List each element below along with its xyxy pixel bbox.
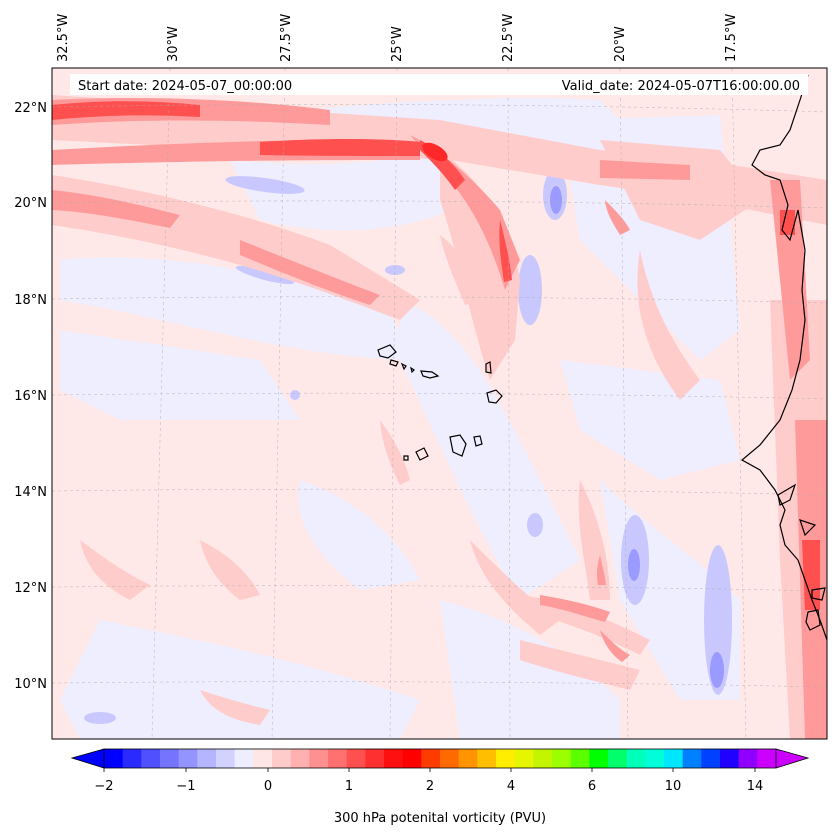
map-frame <box>51 67 828 740</box>
colorbar-tick-label: −2 <box>94 779 113 794</box>
valid-date-label: Valid_date: 2024-05-07T16:00:00.00 <box>562 79 800 94</box>
colorbar-cell <box>328 749 348 768</box>
colorbar-cell <box>458 749 478 768</box>
colorbar-cell <box>477 749 497 768</box>
lat-label: 18°N <box>14 293 47 308</box>
colorbar-frame <box>103 748 777 769</box>
colorbar-cell <box>570 749 590 768</box>
colorbar-tick-label: 4 <box>507 779 515 794</box>
colorbar-cell <box>552 749 572 768</box>
colorbar-left-outline <box>70 748 105 769</box>
colorbar-cell <box>160 749 180 768</box>
colorbar-cell <box>141 749 161 768</box>
colorbar-max-extend <box>776 749 808 768</box>
colorbar-tick-label: 0 <box>264 779 272 794</box>
map-area: Start date: 2024-05-07_00:00:00 Valid_da… <box>52 68 827 739</box>
pv-blue-spots <box>84 170 732 724</box>
colorbar-cell <box>757 749 777 768</box>
colorbar-cell <box>104 749 124 768</box>
latitude-labels: 22°N 20°N 18°N 16°N 14°N 12°N 10°N <box>14 101 47 692</box>
lon-label: 17.5°W <box>724 14 739 62</box>
colorbar-cell <box>645 749 665 768</box>
colorbar-cells <box>104 749 777 768</box>
colorbar-cell <box>589 749 609 768</box>
colorbar-title: 300 hPa potenital vorticity (PVU) <box>334 811 546 826</box>
colorbar-cell <box>272 749 292 768</box>
colorbar-tick-label: 1 <box>345 779 353 794</box>
colorbar-cell <box>421 749 441 768</box>
colorbar-tick-labels: −2 −1 0 1 2 4 6 10 14 <box>94 779 763 794</box>
colorbar-cell <box>216 749 236 768</box>
colorbar-min-extend <box>72 749 104 768</box>
colorbar-cell <box>608 749 628 768</box>
colorbar-cell <box>720 749 740 768</box>
colorbar: −2 −1 0 1 2 4 6 10 14 300 hPa potenital … <box>70 748 810 826</box>
colorbar-cell <box>234 749 254 768</box>
colorbar-right-outline <box>775 748 810 769</box>
colorbar-cell <box>496 749 516 768</box>
lon-label: 27.5°W <box>279 14 294 62</box>
colorbar-cell <box>682 749 702 768</box>
lon-label: 32.5°W <box>56 14 71 62</box>
graticule <box>52 68 827 739</box>
colorbar-cell <box>738 749 758 768</box>
lon-label: 22.5°W <box>501 14 516 62</box>
colorbar-tick-label: 14 <box>747 779 764 794</box>
lon-label: 25°W <box>390 26 405 62</box>
colorbar-tick-label: 2 <box>426 779 434 794</box>
colorbar-cell <box>309 749 329 768</box>
colorbar-tick-label: −1 <box>176 779 195 794</box>
lat-label: 22°N <box>14 101 47 116</box>
lon-label: 30°W <box>166 26 181 62</box>
colorbar-tick-label: 10 <box>665 779 682 794</box>
colorbar-cell <box>533 749 553 768</box>
lat-label: 16°N <box>14 389 47 404</box>
colorbar-cell <box>514 749 534 768</box>
colorbar-cell <box>178 749 198 768</box>
lon-label: 20°W <box>613 26 628 62</box>
colorbar-cell <box>365 749 385 768</box>
lat-label: 10°N <box>14 677 47 692</box>
longitude-labels: 32.5°W 30°W 27.5°W 25°W 22.5°W 20°W 17.5… <box>56 14 739 62</box>
colorbar-cell <box>122 749 142 768</box>
colorbar-cell <box>701 749 721 768</box>
lat-label: 14°N <box>14 485 47 500</box>
cape-verde-islands <box>377 344 503 461</box>
colorbar-cell <box>664 749 684 768</box>
colorbar-cell <box>440 749 460 768</box>
colorbar-cell <box>197 749 217 768</box>
start-date-label: Start date: 2024-05-07_00:00:00 <box>78 79 292 94</box>
colorbar-cell <box>253 749 273 768</box>
colorbar-cell <box>346 749 366 768</box>
colorbar-tick-label: 6 <box>588 779 596 794</box>
colorbar-cell <box>402 749 422 768</box>
colorbar-cell <box>384 749 404 768</box>
lat-label: 20°N <box>14 196 47 211</box>
pv-blue-cores <box>550 186 724 688</box>
colorbar-cell <box>290 749 310 768</box>
colorbar-ticks <box>103 768 756 772</box>
info-box <box>70 74 808 95</box>
lat-label: 12°N <box>14 581 47 596</box>
pv-peak-core <box>422 142 448 162</box>
colorbar-cell <box>626 749 646 768</box>
coastline <box>740 74 827 641</box>
